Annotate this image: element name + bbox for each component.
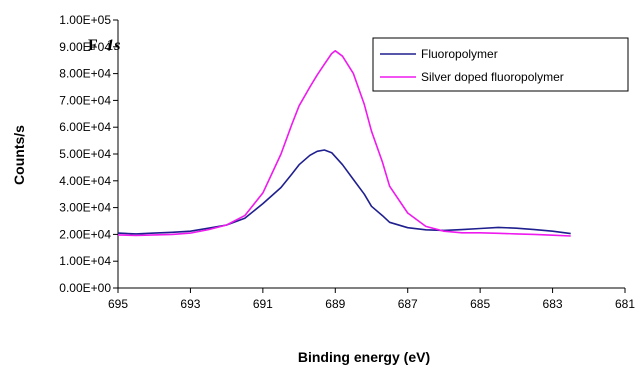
x-tick-label: 683: [543, 297, 563, 311]
series-line-silver-doped: [117, 49, 571, 237]
y-tick-label: 5.00E+04: [59, 147, 111, 161]
y-tick-label: 0.00E+00: [59, 281, 111, 295]
y-tick-label: 7.00E+04: [59, 93, 111, 107]
x-axis-ticks: 695 693 691 689 687 685 683 681: [108, 288, 635, 311]
annotation-element: F: [88, 37, 98, 54]
y-tick-label: 3.00E+04: [59, 201, 111, 215]
x-tick-label: 687: [398, 297, 418, 311]
legend: Fluoropolymer Silver doped fluoropolymer: [372, 37, 629, 92]
y-tick-label: 6.00E+04: [59, 120, 111, 134]
y-tick-label: 2.00E+04: [59, 227, 111, 241]
x-tick-label: 681: [615, 297, 635, 311]
x-tick-label: 691: [253, 297, 273, 311]
y-axis-ticks: 0.00E+00 1.00E+04 2.00E+04 3.00E+04 4.00E+04…: [59, 13, 118, 295]
y-tick-label: 1.00E+04: [59, 254, 111, 268]
series-line-fluoropolymer: [117, 149, 571, 235]
y-tick-label: 1.00E+05: [59, 13, 111, 27]
x-tick-label: 695: [108, 297, 128, 311]
x-tick-label: 693: [180, 297, 200, 311]
series-lines: [117, 49, 571, 237]
x-tick-label: 685: [470, 297, 490, 311]
x-tick-label: 689: [325, 297, 345, 311]
y-axis-title: Counts/s: [11, 125, 27, 185]
y-tick-label: 9.00E+04: [59, 40, 111, 54]
x-axis-title: Binding energy (eV): [298, 349, 430, 365]
chart-annotation: F 1s: [88, 37, 120, 54]
legend-label-fluoropolymer: Fluoropolymer: [421, 47, 498, 61]
y-tick-label: 8.00E+04: [59, 67, 111, 81]
annotation-orbital: 1s: [106, 37, 120, 54]
y-tick-label: 4.00E+04: [59, 174, 111, 188]
legend-box: [372, 37, 629, 92]
legend-label-silver-doped: Silver doped fluoropolymer: [421, 70, 564, 84]
